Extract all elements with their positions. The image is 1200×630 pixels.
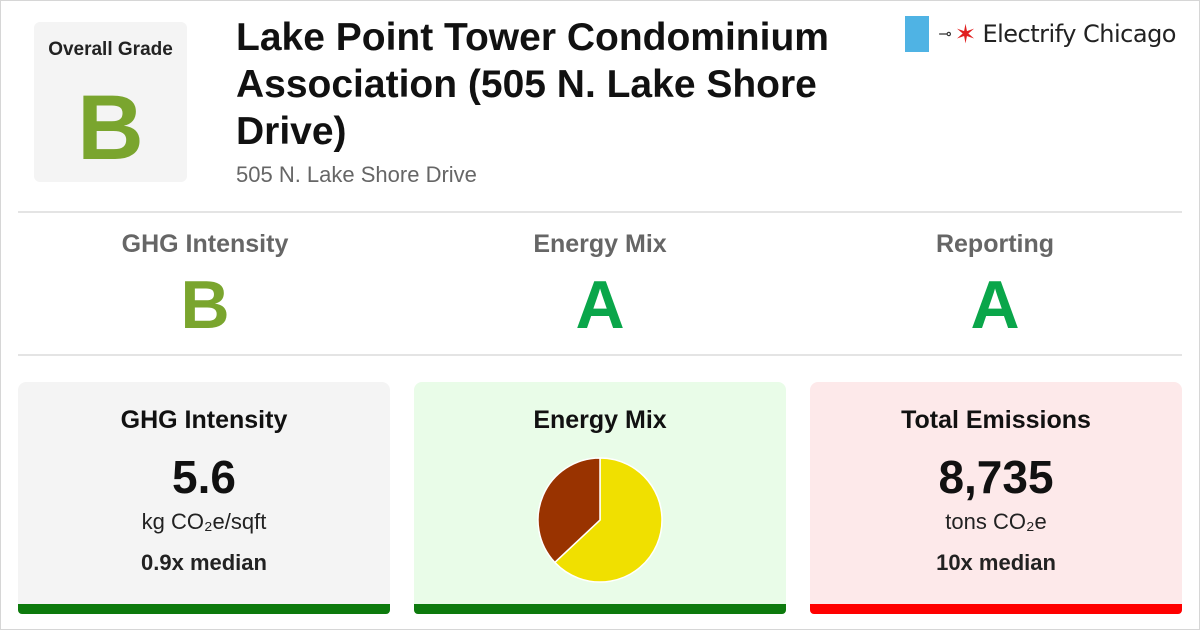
building-address: 505 N. Lake Shore Drive bbox=[236, 162, 477, 187]
subgrade-label: GHG Intensity bbox=[121, 230, 289, 258]
energy-mix-pie-chart bbox=[537, 457, 663, 583]
subgrade-letter: A bbox=[575, 267, 625, 343]
ghg-intensity-value: 5.6 bbox=[172, 451, 236, 503]
pie-slice-0 bbox=[553, 457, 663, 583]
card-title: GHG Intensity bbox=[120, 406, 288, 434]
ghg-intensity-unit: kg CO₂e/sqft bbox=[141, 509, 267, 534]
total-emissions-card: Total Emissions 8,735 tons CO₂e 10x medi… bbox=[810, 382, 1182, 614]
pie-slice-1 bbox=[537, 457, 601, 564]
divider-top bbox=[18, 211, 1182, 213]
building-title: Lake Point Tower Condominium Association… bbox=[236, 16, 829, 153]
status-bar bbox=[810, 604, 1182, 614]
total-emissions-median: 10x median bbox=[936, 550, 1056, 575]
overall-grade-box: Overall Grade B bbox=[34, 22, 187, 182]
subgrade-reporting: Reporting A bbox=[845, 230, 1145, 339]
status-bar bbox=[414, 604, 786, 614]
subgrade-energy-mix: Energy Mix A bbox=[450, 230, 750, 339]
card-title: Energy Mix bbox=[533, 406, 667, 434]
overall-grade-label: Overall Grade bbox=[48, 39, 173, 60]
subgrade-letter: B bbox=[180, 267, 230, 343]
card-title: Total Emissions bbox=[901, 406, 1091, 434]
flag-stripe-icon bbox=[905, 16, 930, 52]
divider-middle bbox=[18, 354, 1182, 356]
ghg-intensity-median: 0.9x median bbox=[141, 550, 267, 575]
status-bar bbox=[18, 604, 390, 614]
logo-text: Electrify Chicago bbox=[982, 20, 1176, 48]
subgrade-label: Energy Mix bbox=[533, 230, 667, 258]
energy-mix-card: Energy Mix bbox=[414, 382, 786, 614]
electrify-chicago-logo[interactable]: ⊸ ✶ Electrify Chicago bbox=[905, 16, 1176, 52]
total-emissions-value: 8,735 bbox=[938, 451, 1054, 503]
subgrade-label: Reporting bbox=[935, 230, 1055, 258]
subgrade-ghg-intensity: GHG Intensity B bbox=[55, 230, 355, 339]
overall-grade-letter: B bbox=[77, 77, 144, 179]
subgrade-letter: A bbox=[970, 267, 1020, 343]
ghg-intensity-card: GHG Intensity 5.6 kg CO₂e/sqft 0.9x medi… bbox=[18, 382, 390, 614]
plug-icon: ⊸ bbox=[938, 26, 952, 43]
chicago-star-icon: ✶ bbox=[954, 19, 977, 49]
total-emissions-unit: tons CO₂e bbox=[945, 509, 1047, 534]
